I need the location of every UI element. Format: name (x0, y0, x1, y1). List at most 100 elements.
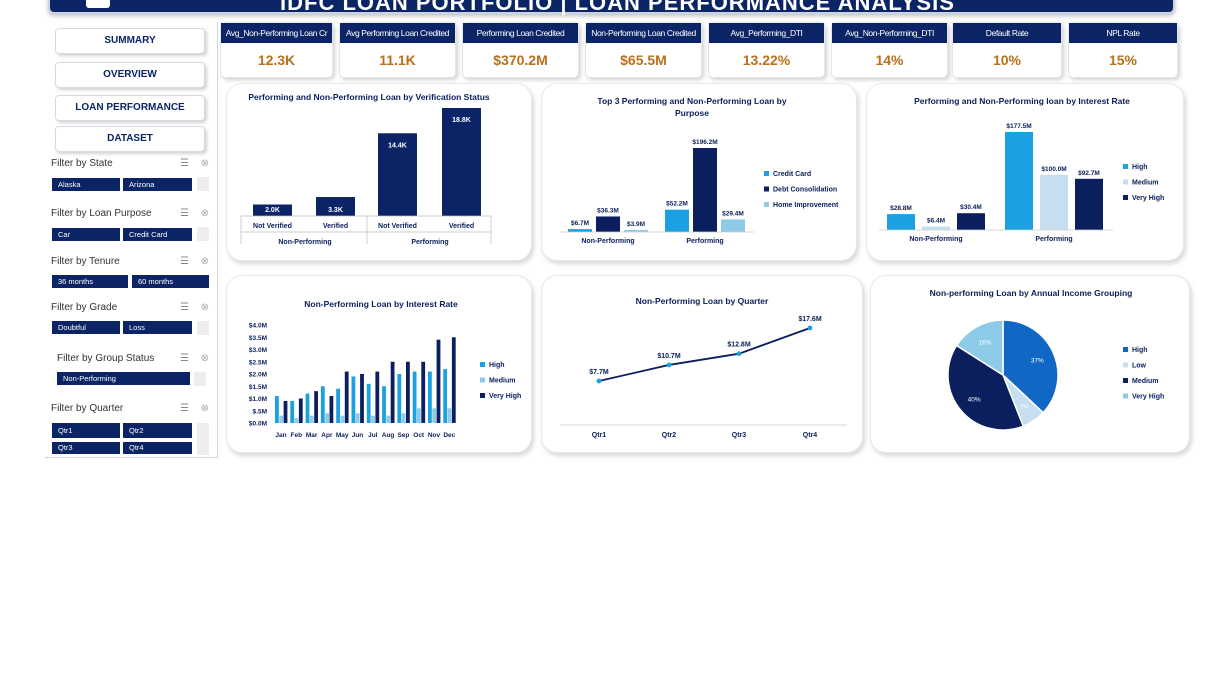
scrollbar[interactable] (197, 321, 209, 335)
filter-option[interactable]: Qtr2 (123, 423, 192, 438)
legend-swatch (480, 393, 485, 398)
bar (451, 337, 456, 423)
legend-label: Medium (1132, 180, 1158, 187)
filter-title: Filter by Quarter (51, 403, 124, 414)
bar (417, 408, 421, 423)
legend-label: Very High (1132, 394, 1164, 401)
kpi-value: 13.22% (742, 52, 791, 68)
multi-select-icon[interactable]: ☰ (180, 256, 189, 267)
bar (957, 213, 985, 230)
nav-dataset-button[interactable]: DATASET (55, 126, 205, 152)
clear-filter-icon[interactable]: ⊗ (200, 302, 209, 313)
bar-label: $92.7M (1078, 170, 1100, 177)
x-tick-label: Apr (321, 432, 333, 439)
filter-option[interactable]: Doubtful (52, 321, 120, 334)
bar (721, 219, 745, 232)
bar-label: $30.4M (960, 204, 982, 211)
legend-swatch (1123, 347, 1128, 352)
kpi-value: 11.1K (379, 52, 416, 68)
scrollbar[interactable] (197, 227, 209, 241)
legend-label: High (489, 362, 505, 369)
x-tick-label: Non-Performing (581, 238, 634, 245)
legend-label: High (1132, 347, 1148, 354)
bar-label: $52.2M (666, 201, 688, 208)
bar (887, 214, 915, 230)
income-pie-chart: Non-performing Loan by Annual Income Gro… (930, 288, 1164, 431)
filter-option[interactable]: 60 months (132, 275, 209, 288)
scrollbar[interactable] (197, 177, 209, 191)
filter-option[interactable]: Car (52, 228, 120, 241)
multi-select-icon[interactable]: ☰ (180, 158, 189, 169)
kpi-value: 10% (992, 52, 1022, 68)
bar (1040, 174, 1068, 230)
bar (382, 386, 386, 423)
legend-swatch (1123, 393, 1128, 399)
multi-select-icon[interactable]: ☰ (180, 208, 189, 219)
point-label: $10.7M (657, 353, 681, 360)
kpi-card: NPL Rate 15% (1068, 22, 1178, 78)
multi-select-icon[interactable]: ☰ (180, 353, 189, 364)
clear-filter-icon[interactable]: ⊗ (200, 403, 209, 414)
chart-card-monthly: Non-Performing Loan by Interest Rate $0.0… (226, 275, 532, 453)
clear-filter-icon[interactable]: ⊗ (200, 353, 209, 364)
multi-select-icon[interactable]: ☰ (180, 403, 189, 414)
pie-slice (1002, 319, 1059, 414)
multi-select-icon[interactable]: ☰ (180, 302, 189, 313)
chart-card-income: Non-performing Loan by Annual Income Gro… (870, 275, 1190, 453)
filter-option[interactable]: Qtr4 (123, 442, 192, 454)
kpi-card: Non-Performing Loan Credited $65.5M (585, 22, 702, 78)
legend-label: Medium (489, 378, 515, 385)
scrollbar[interactable] (197, 423, 209, 455)
legend-label: Credit Card (773, 171, 811, 178)
bar-label: 18.8K (452, 117, 471, 124)
bar (406, 361, 410, 423)
scrollbar[interactable] (194, 372, 206, 386)
x-tick-label: Performing (686, 238, 723, 245)
bar (336, 388, 340, 423)
filter-option[interactable]: Qtr1 (52, 423, 120, 438)
legend-swatch (764, 171, 769, 176)
filter-loan-purpose: Filter by Loan Purpose ☰ ⊗ Car Credit Card (51, 208, 211, 241)
bar (360, 374, 364, 423)
x-tick-label: Qtr2 (662, 432, 677, 439)
filter-option[interactable]: 36 months (52, 275, 128, 288)
kpi-label: Performing Loan Credited (463, 23, 578, 43)
y-tick-label: $1.0M (249, 396, 267, 403)
clear-filter-icon[interactable]: ⊗ (200, 256, 209, 267)
group-label: Performing (411, 239, 448, 246)
x-tick-label: Performing (1035, 236, 1072, 243)
filter-title: Filter by Group Status (57, 353, 155, 364)
chart-title: Non-Performing Loan by Interest Rate (304, 299, 458, 309)
chart-title: Performing and Non-Performing loan by In… (914, 96, 1130, 106)
y-tick-label: $3.5M (249, 335, 267, 342)
filter-option[interactable]: Non-Performing (57, 372, 190, 385)
legend-swatch (764, 202, 769, 207)
bar (624, 230, 648, 232)
kpi-card: Performing Loan Credited $370.2M (462, 22, 579, 78)
filter-option[interactable]: Loss (123, 321, 192, 334)
nav-summary-button[interactable]: SUMMARY (55, 28, 205, 54)
kpi-label: NPL Rate (1069, 23, 1177, 43)
kpi-label: Non-Performing Loan Credited (586, 23, 701, 43)
y-tick-label: $2.0M (249, 372, 267, 379)
bar-label: $196.2M (692, 139, 717, 146)
x-tick-label: May (336, 432, 349, 439)
clear-filter-icon[interactable]: ⊗ (200, 208, 209, 219)
filter-option[interactable]: Credit Card (123, 228, 192, 241)
bar (390, 361, 395, 423)
filter-option[interactable]: Arizona (123, 178, 192, 191)
group-label: Non-Performing (278, 239, 331, 246)
data-point (807, 325, 813, 331)
filter-option[interactable]: Alaska (52, 178, 120, 191)
kpi-label: Avg_Non-Performing Loan Cr (221, 23, 332, 43)
bar-label: $100.0M (1041, 166, 1066, 173)
nav-loan-performance-button[interactable]: LOAN PERFORMANCE (55, 95, 205, 121)
bar (412, 371, 417, 423)
interest-bar-chart: Performing and Non-Performing loan by In… (879, 96, 1164, 243)
clear-filter-icon[interactable]: ⊗ (200, 158, 209, 169)
bar (283, 400, 288, 423)
pie-slice (955, 319, 1004, 377)
filter-option[interactable]: Qtr3 (52, 442, 120, 454)
nav-overview-button[interactable]: OVERVIEW (55, 62, 205, 88)
bar (421, 361, 426, 423)
